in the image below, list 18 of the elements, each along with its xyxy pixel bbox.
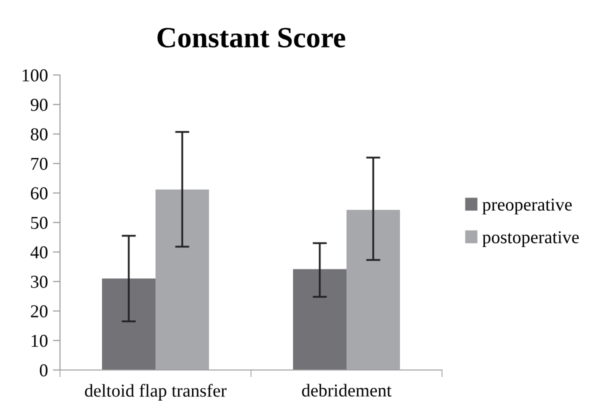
y-tick-label: 70 bbox=[31, 158, 48, 170]
y-tick-label: 90 bbox=[30, 98, 48, 111]
y-tick-label: 100 bbox=[22, 69, 48, 82]
y-tick-label: 40 bbox=[30, 246, 48, 258]
y-tick-label: 30 bbox=[31, 276, 48, 288]
bar bbox=[293, 269, 346, 370]
chart-title: Constant Score bbox=[157, 28, 346, 48]
legend-label: postoperative bbox=[482, 231, 579, 247]
y-tick-label: 50 bbox=[31, 216, 48, 229]
x-tick-label: deltoid flap transfer bbox=[84, 384, 227, 400]
y-tick-label: 60 bbox=[30, 187, 48, 200]
y-tick-label: 20 bbox=[30, 305, 48, 318]
y-tick-label: 0 bbox=[40, 364, 48, 376]
legend-label: preoperative bbox=[482, 198, 572, 214]
y-tick-label: 10 bbox=[32, 334, 48, 347]
bar bbox=[102, 278, 156, 370]
y-tick-label: 80 bbox=[30, 128, 48, 140]
x-tick-label: debridement bbox=[302, 384, 392, 397]
